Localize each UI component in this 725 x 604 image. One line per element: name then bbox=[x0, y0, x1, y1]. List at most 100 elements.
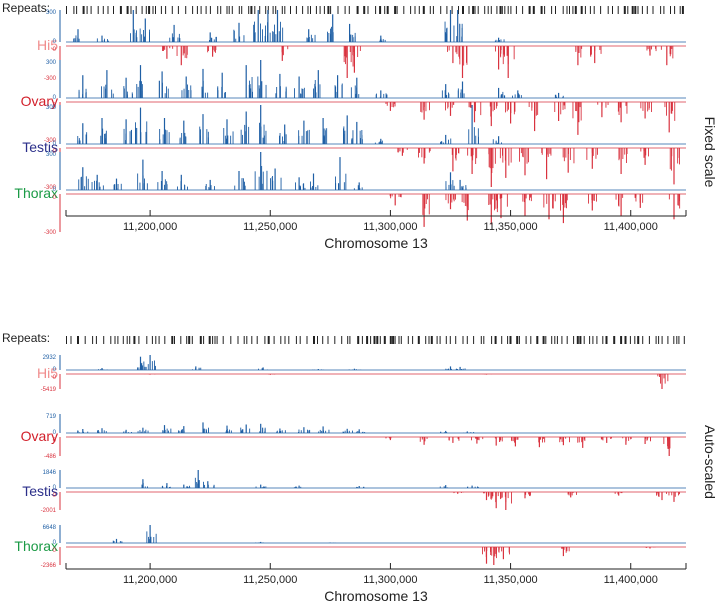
plus-peak-fill bbox=[210, 185, 212, 190]
plus-peak-fill bbox=[328, 33, 330, 42]
minus-peak-fill bbox=[615, 194, 617, 200]
minus-peak-fill bbox=[343, 46, 345, 63]
plus-peak-fill bbox=[82, 94, 83, 98]
plus-peak-fill bbox=[244, 181, 245, 190]
minus-peak-fill bbox=[655, 46, 656, 49]
plus-peak-fill bbox=[248, 126, 250, 144]
minus-peak-fill bbox=[670, 102, 672, 114]
plus-peak-fill bbox=[184, 132, 186, 144]
plus-peak-fill bbox=[112, 540, 114, 543]
repeat-mark bbox=[627, 6, 629, 14]
repeat-mark bbox=[544, 6, 546, 14]
repeat-mark bbox=[73, 6, 75, 14]
x-tick-label: 11,400,000 bbox=[604, 221, 658, 233]
minus-signal bbox=[482, 547, 656, 565]
plus-peak-fill bbox=[321, 430, 323, 433]
minus-peak bbox=[567, 148, 569, 173]
repeat-mark bbox=[624, 336, 627, 344]
minus-peak-fill bbox=[389, 194, 391, 197]
plus-peak-fill bbox=[255, 486, 257, 488]
y-zero-label-minus: 0 bbox=[53, 548, 57, 554]
plus-peak-fill bbox=[328, 429, 330, 433]
repeat-mark bbox=[330, 6, 332, 14]
plus-peak-fill bbox=[147, 486, 148, 488]
minus-peak bbox=[606, 437, 608, 443]
minus-peak-fill bbox=[552, 194, 554, 209]
plus-peak-fill bbox=[187, 186, 188, 190]
minus-peak-fill bbox=[503, 547, 504, 551]
minus-peak-fill bbox=[565, 194, 566, 204]
repeat-mark bbox=[398, 336, 400, 344]
y-zero-label-minus: 0 bbox=[53, 375, 57, 381]
plus-peak-fill bbox=[136, 30, 137, 42]
plus-peak-fill bbox=[97, 430, 99, 433]
plus-peak bbox=[445, 134, 447, 144]
repeat-mark bbox=[418, 6, 420, 14]
plus-peak-fill bbox=[98, 369, 99, 370]
plus-peak-fill bbox=[319, 84, 321, 98]
minus-peak-fill bbox=[649, 547, 651, 548]
plus-peak-fill bbox=[265, 130, 267, 144]
plus-peak-fill bbox=[261, 166, 263, 190]
minus-peak-fill bbox=[478, 437, 480, 441]
minus-peak-fill bbox=[635, 194, 637, 197]
minus-peak-fill bbox=[664, 374, 666, 384]
plus-peak-fill bbox=[298, 432, 299, 433]
minus-peak-fill bbox=[389, 437, 390, 439]
minus-signal bbox=[385, 102, 676, 135]
plus-peak-fill bbox=[240, 427, 242, 433]
minus-peak-fill bbox=[499, 148, 501, 159]
minus-peak-fill bbox=[525, 194, 527, 199]
minus-peak bbox=[582, 437, 584, 448]
repeat-mark bbox=[663, 6, 665, 14]
repeat-mark bbox=[192, 6, 194, 14]
minus-peak bbox=[661, 374, 663, 389]
minus-peak-fill bbox=[483, 492, 484, 494]
plus-peak-fill bbox=[452, 180, 454, 190]
minus-peak-fill bbox=[499, 437, 501, 442]
plus-peak-fill bbox=[165, 129, 166, 144]
repeat-mark bbox=[383, 336, 386, 344]
repeat-mark bbox=[676, 336, 678, 344]
plus-peak-fill bbox=[439, 486, 441, 488]
minus-peak-fill bbox=[453, 492, 455, 494]
minus-peak-fill bbox=[475, 102, 476, 112]
plus-peak-fill bbox=[151, 361, 153, 370]
minus-peak-fill bbox=[519, 148, 520, 162]
plus-peak-fill bbox=[242, 429, 244, 433]
repeat-mark bbox=[660, 6, 662, 14]
plus-peak-fill bbox=[192, 369, 193, 370]
minus-peak-fill bbox=[490, 102, 492, 117]
minus-peak-fill bbox=[511, 492, 512, 504]
minus-peak-fill bbox=[543, 437, 544, 439]
plus-peak bbox=[449, 366, 452, 370]
plus-peak-fill bbox=[470, 432, 472, 433]
plus-peak-fill bbox=[353, 188, 355, 190]
plus-peak-fill bbox=[272, 31, 274, 42]
plus-peak-fill bbox=[448, 368, 450, 370]
minus-peak-fill bbox=[645, 437, 647, 439]
plus-peak-fill bbox=[207, 484, 209, 488]
plus-peak-fill bbox=[102, 128, 104, 144]
plus-peak-fill bbox=[241, 430, 242, 433]
minus-peak-fill bbox=[345, 46, 346, 65]
plus-peak-fill bbox=[213, 39, 215, 42]
plus-peak-fill bbox=[262, 29, 263, 42]
repeat-mark bbox=[417, 336, 420, 344]
plus-peak-fill bbox=[356, 431, 358, 433]
plus-peak-fill bbox=[172, 37, 174, 42]
plus-peak-fill bbox=[254, 21, 255, 42]
minus-peak-fill bbox=[215, 46, 217, 50]
track-ovary: Ovary 719 0 0 -486 bbox=[21, 414, 686, 460]
plus-peak-fill bbox=[467, 486, 468, 488]
plus-peak-fill bbox=[448, 139, 449, 144]
repeat-mark bbox=[412, 336, 414, 344]
plus-peak-fill bbox=[143, 361, 145, 370]
plus-peak bbox=[317, 70, 319, 98]
plus-peak-fill bbox=[105, 431, 107, 433]
minus-peak-fill bbox=[498, 547, 500, 550]
y-zero-label-minus: 0 bbox=[53, 493, 57, 499]
plus-peak-fill bbox=[249, 428, 251, 433]
plus-peak-fill bbox=[261, 368, 263, 370]
